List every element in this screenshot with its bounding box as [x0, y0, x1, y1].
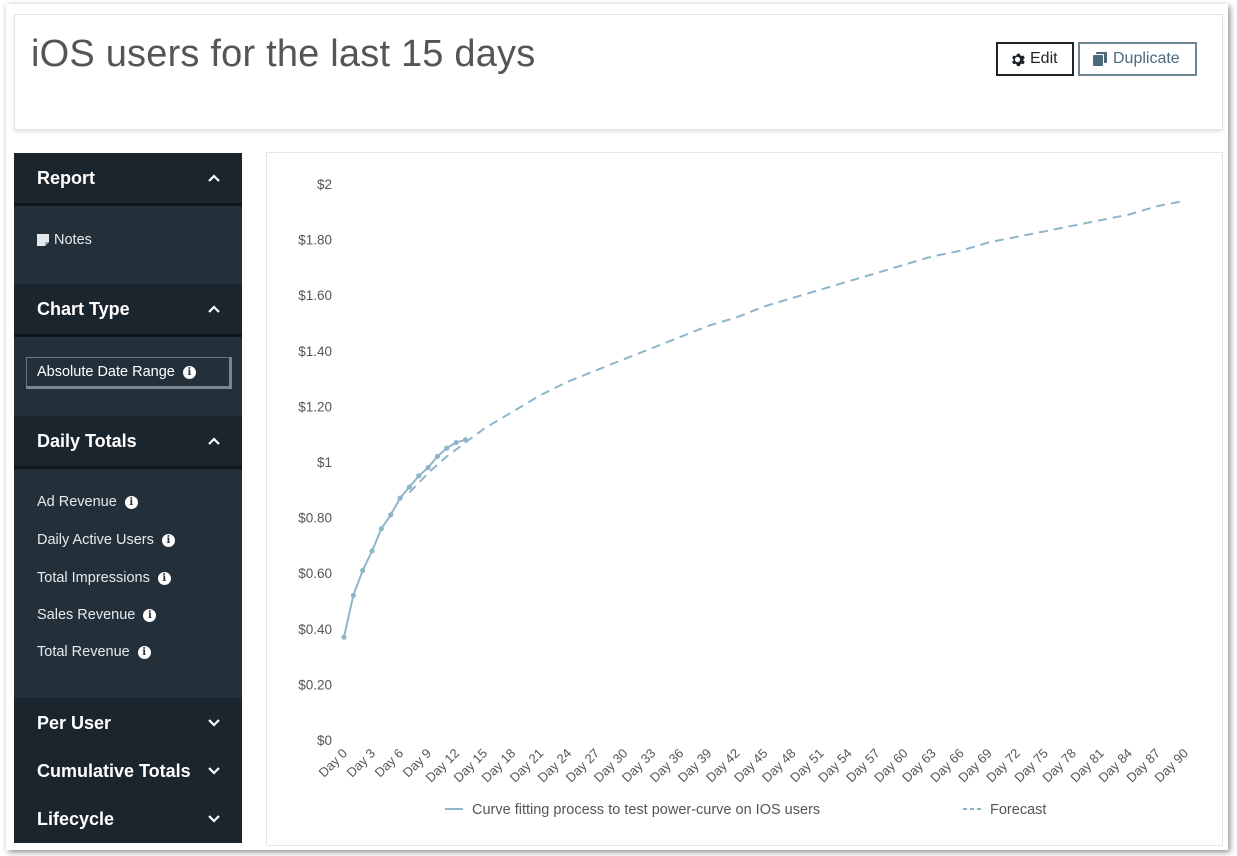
chart-type-label: Absolute Date Range: [37, 364, 175, 380]
chevron-up-icon: [208, 305, 220, 313]
edit-button[interactable]: Edit: [996, 42, 1074, 76]
line-chart: $0 $0.20 $0.40 $0.60 $0.80 $1 $1.20 $1.40 $1.60 $…: [298, 177, 1191, 818]
data-point: [350, 592, 356, 599]
chevron-up-icon: [208, 174, 220, 182]
sidebar-item-ad-revenue[interactable]: Ad Revenue i: [37, 494, 138, 510]
info-icon[interactable]: i: [137, 645, 151, 659]
data-point: [360, 567, 366, 574]
divider: [14, 203, 242, 206]
sidebar-section-daily-totals[interactable]: Daily Totals: [14, 416, 242, 466]
sidebar-section-label: Daily Totals: [37, 430, 137, 451]
forecast-line: [408, 199, 1186, 494]
y-tick-label: $0.80: [298, 511, 332, 526]
info-icon[interactable]: i: [182, 365, 196, 379]
info-icon[interactable]: i: [161, 533, 175, 547]
y-tick-label: $2: [317, 177, 332, 192]
duplicate-button-label: Duplicate: [1113, 50, 1180, 67]
sidebar-item-label: Ad Revenue: [37, 494, 117, 510]
y-tick-label: $1: [317, 455, 332, 470]
data-point: [388, 512, 394, 518]
y-tick-label: $1.60: [298, 288, 332, 303]
duplicate-button[interactable]: Duplicate: [1078, 42, 1197, 76]
sidebar-section-label: Cumulative Totals: [37, 760, 191, 781]
chevron-up-icon: [208, 437, 220, 445]
data-point: [397, 495, 403, 501]
chevron-down-icon: [208, 719, 220, 727]
edit-button-label: Edit: [1030, 50, 1058, 67]
sidebar-item-label: Daily Active Users: [37, 532, 154, 548]
page-title: iOS users for the last 15 days: [31, 33, 536, 75]
data-point: [453, 439, 459, 446]
y-tick-label: $1.80: [298, 233, 332, 248]
sidebar-item-label: Notes: [54, 232, 92, 248]
sidebar-item-label: Total Impressions: [37, 570, 150, 586]
sidebar-item-sales-revenue[interactable]: Sales Revenue i: [37, 607, 157, 623]
info-icon[interactable]: i: [157, 571, 171, 585]
sidebar-item-label: Sales Revenue: [37, 607, 136, 623]
x-tick-label: Day 3: [344, 746, 379, 781]
info-icon[interactable]: i: [124, 495, 138, 509]
sidebar-item-total-revenue[interactable]: Total Revenue i: [37, 644, 151, 660]
sidebar-section-per-user[interactable]: Per User: [14, 698, 242, 748]
y-tick-label: $1.20: [298, 399, 332, 414]
chart-type-option-absolute-date-range[interactable]: Absolute Date Range i: [26, 357, 232, 389]
sidebar-item-daily-active-users[interactable]: Daily Active Users i: [37, 532, 175, 548]
y-tick-label: $0.40: [298, 622, 332, 637]
data-point: [378, 526, 384, 532]
data-point: [416, 473, 422, 479]
chevron-down-icon: [208, 767, 220, 775]
x-tick-label: Day 6: [372, 746, 407, 781]
data-point: [444, 445, 450, 451]
page-header: iOS users for the last 15 days Edit Dupl…: [14, 14, 1223, 130]
sidebar-item-label: Total Revenue: [37, 644, 130, 660]
sidebar-section-cumulative-totals[interactable]: Cumulative Totals: [14, 746, 242, 796]
y-tick-label: $0.20: [298, 677, 332, 692]
data-point: [369, 548, 375, 554]
sidebar-item-total-impressions[interactable]: Total Impressions i: [37, 570, 171, 586]
chevron-down-icon: [208, 815, 220, 823]
sidebar-item-notes[interactable]: Notes: [37, 232, 92, 248]
y-tick-label: $1.40: [298, 344, 332, 359]
gear-icon: [1012, 53, 1025, 66]
sidebar: Report Notes Chart Type Absolute Date Ra…: [14, 153, 242, 843]
actual-series-line: [343, 438, 466, 638]
note-icon: [37, 234, 49, 246]
data-point: [341, 634, 347, 640]
data-point: [434, 453, 441, 460]
sidebar-section-label: Per User: [37, 712, 112, 733]
legend-label: Curve fitting process to test power-curv…: [472, 802, 820, 818]
sidebar-section-lifecycle[interactable]: Lifecycle: [14, 794, 242, 843]
data-point: [406, 484, 413, 490]
divider: [14, 334, 242, 337]
sidebar-section-chart-type[interactable]: Chart Type: [14, 284, 242, 334]
sidebar-section-label: Report: [37, 167, 95, 188]
y-tick-label: $0.60: [298, 566, 332, 581]
sidebar-section-label: Lifecycle: [37, 808, 115, 829]
copy-icon: [1093, 52, 1107, 66]
divider: [14, 466, 242, 469]
x-tick-label: Day 0: [315, 746, 350, 781]
y-tick-label: $0: [317, 733, 332, 748]
info-icon[interactable]: i: [143, 608, 157, 622]
sidebar-section-report[interactable]: Report: [14, 153, 242, 203]
legend-label: Forecast: [990, 802, 1046, 818]
sidebar-section-label: Chart Type: [37, 298, 130, 319]
data-point: [425, 464, 431, 471]
chart-panel: $0 $0.20 $0.40 $0.60 $0.80 $1 $1.20 $1.40 $1.60 $…: [266, 152, 1223, 846]
